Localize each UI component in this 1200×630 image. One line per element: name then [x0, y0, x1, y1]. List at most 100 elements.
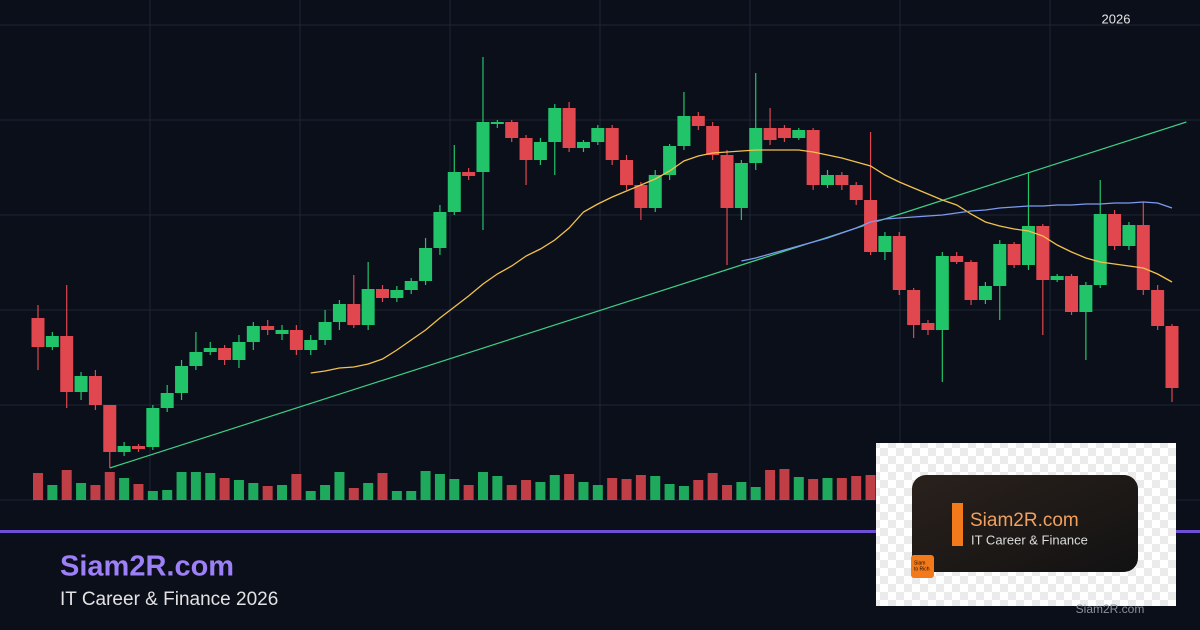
volume-bar [205, 473, 216, 500]
candle-body [878, 236, 892, 252]
candle-body [864, 200, 878, 252]
candle-body [146, 408, 160, 447]
candle-body [820, 175, 834, 185]
candle-body [31, 318, 45, 347]
volume-bar [607, 478, 618, 500]
candle-body [734, 163, 748, 208]
candle-body [1093, 214, 1107, 285]
volume-bar [76, 483, 87, 500]
badge [911, 555, 934, 578]
candle-body [1079, 285, 1093, 312]
candle-body [835, 175, 849, 185]
candle-body [964, 262, 978, 300]
candle-body [1136, 225, 1150, 290]
candle-body [648, 175, 662, 208]
candle-body [88, 376, 102, 405]
candle-body [160, 393, 174, 408]
candle-body [935, 256, 949, 330]
candle-body [519, 138, 533, 160]
candle-body [347, 304, 361, 325]
candle-body [447, 172, 461, 212]
candle-body [60, 336, 74, 392]
volume-bar [147, 491, 158, 500]
candle-body [1050, 276, 1064, 280]
candle-body [1122, 225, 1136, 246]
volume-bar [521, 480, 532, 500]
volume-bar [678, 486, 689, 500]
volume-bar [851, 476, 862, 500]
candle-body [663, 146, 677, 175]
card [912, 475, 1138, 572]
candle-body [620, 160, 634, 185]
volume-bar [736, 482, 747, 500]
volume-bar [463, 485, 474, 500]
candle-body [433, 212, 447, 248]
volume-bar [320, 485, 331, 500]
volume-bar [492, 476, 503, 500]
candle-body [131, 446, 145, 449]
volume-bar [650, 476, 661, 500]
candle-body [720, 155, 734, 208]
candle-body [332, 304, 346, 322]
volume-bar [33, 473, 43, 500]
candle-body [175, 366, 189, 393]
candle-body [849, 185, 863, 200]
candle-body [304, 340, 318, 350]
candle-body [993, 244, 1007, 286]
volume-bar [621, 479, 632, 500]
volume-bar [391, 491, 402, 500]
volume-bar [722, 485, 733, 500]
volume-bar [779, 469, 790, 500]
candle-body [289, 330, 303, 350]
candle-body [476, 122, 490, 172]
candle-body [218, 348, 232, 360]
candle-body [117, 446, 131, 452]
moving-average [741, 201, 1173, 262]
volume-bar [219, 478, 230, 500]
volume-bar [90, 485, 101, 500]
volume-bar [793, 477, 804, 500]
volume-bar [176, 472, 187, 500]
candle-body [605, 128, 619, 160]
volume-bar [348, 488, 359, 500]
volume-bar [549, 475, 560, 500]
trend-line [109, 121, 1187, 469]
candle-body [1036, 226, 1050, 280]
candle-body [1108, 214, 1122, 246]
volume-bar [564, 474, 575, 500]
candle-body [1007, 244, 1021, 265]
volume-bar [822, 478, 833, 500]
volume-bar [865, 475, 876, 500]
volume-bar [277, 485, 288, 500]
candle-body [1065, 276, 1079, 312]
candle-body [318, 322, 332, 340]
volume-bar [765, 470, 776, 500]
candle-body [792, 130, 806, 138]
candle-body [275, 330, 289, 334]
volume-bar [420, 471, 431, 500]
candle-body [45, 336, 59, 347]
volume-bar [808, 479, 819, 500]
candle-body [361, 289, 375, 325]
candle-body [490, 122, 504, 124]
volume-bar [248, 483, 259, 500]
candle-body [548, 108, 562, 142]
volume-bar [836, 478, 847, 500]
candle-body [591, 128, 605, 142]
candle-body [777, 128, 791, 138]
volume-bar [664, 484, 675, 500]
card-title: Siam2R.com [970, 510, 1079, 531]
volume-bar [506, 485, 517, 500]
volume-bar [578, 482, 589, 500]
candle-body [576, 142, 590, 148]
volume-bar [291, 474, 302, 500]
watermark: Siam2R.com [1076, 602, 1145, 616]
candle-body [203, 348, 217, 352]
candle-body [562, 108, 576, 148]
candle-body [74, 376, 88, 392]
volume-bar [707, 473, 718, 500]
candle-body [806, 130, 820, 185]
volume-bar [104, 472, 115, 500]
badge-text: to Rich [914, 566, 930, 572]
